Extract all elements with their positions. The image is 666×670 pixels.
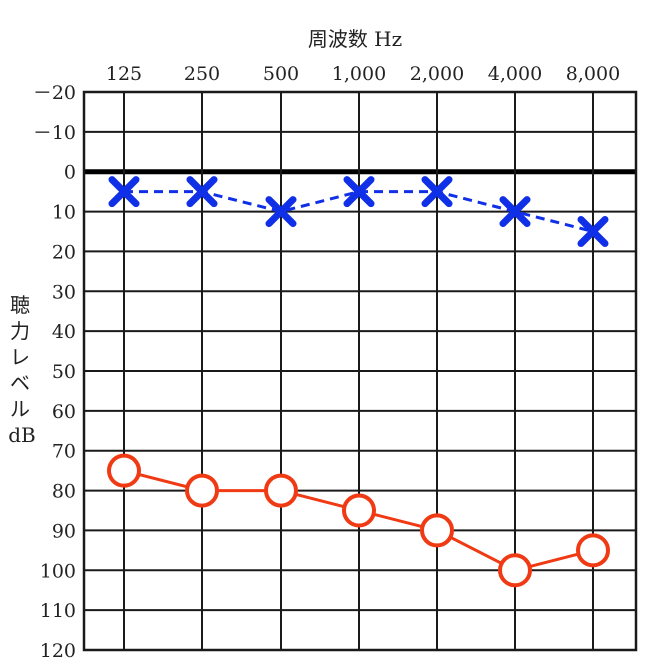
o-marker: [185, 473, 219, 508]
x-tick-label: 1,000: [332, 63, 386, 85]
y-tick-label: 0: [64, 162, 76, 184]
x-tick-label: 4,000: [488, 63, 542, 85]
y-axis-title-char: ベ: [10, 371, 30, 395]
x-tick-label: 2,000: [410, 63, 464, 85]
y-tick-label: 90: [52, 520, 76, 542]
x-marker: [421, 176, 453, 208]
y-axis-title-char: ル: [10, 397, 30, 421]
y-tick-label: 20: [52, 241, 76, 263]
o-marker: [342, 493, 376, 528]
series-layer: [107, 176, 610, 588]
x-marker: [343, 176, 375, 208]
o-marker: [107, 453, 141, 488]
x-axis-title: 周波数 Hz: [308, 27, 402, 51]
chart-grid: [82, 90, 638, 652]
x-marker: [499, 196, 531, 228]
y-tick-label: 120: [40, 640, 76, 662]
series-1: [108, 176, 609, 247]
y-axis-title-unit: dB: [8, 423, 36, 447]
o-marker: [498, 553, 532, 588]
y-tick-label: 30: [52, 281, 76, 303]
y-tick-label: －10: [33, 122, 76, 144]
y-tick-label: 50: [52, 361, 76, 383]
x-tick-label: 250: [184, 63, 220, 85]
y-tick-label: 60: [52, 401, 76, 423]
y-axis-title-char: 聴: [10, 293, 30, 317]
y-tick-labels: －20 －10 0 10 20 30 40 50 60 70 80 90 100 110 120: [33, 82, 76, 662]
y-tick-label: －20: [33, 82, 76, 104]
o-marker: [576, 533, 610, 568]
y-tick-label: 40: [52, 321, 76, 343]
x-marker: [186, 176, 218, 208]
y-tick-label: 80: [52, 481, 76, 503]
o-marker: [420, 513, 454, 548]
plot-frame: [82, 90, 638, 652]
x-tick-label: 8,000: [566, 63, 620, 85]
x-tick-label: 125: [106, 63, 142, 85]
y-tick-label: 70: [52, 441, 76, 463]
x-marker: [265, 196, 297, 228]
y-axis-title-char: レ: [10, 345, 30, 369]
y-axis-title-char: 力: [10, 319, 30, 343]
y-tick-label: 10: [52, 202, 76, 224]
x-tick-labels: 125 250 500 1,000 2,000 4,000 8,000: [106, 63, 620, 85]
x-tick-label: 500: [263, 63, 299, 85]
y-tick-label: 100: [40, 560, 76, 582]
x-marker: [108, 176, 140, 208]
y-tick-label: 110: [40, 600, 76, 622]
x-marker: [577, 216, 609, 247]
series-2: [107, 453, 610, 588]
o-marker: [264, 473, 298, 508]
